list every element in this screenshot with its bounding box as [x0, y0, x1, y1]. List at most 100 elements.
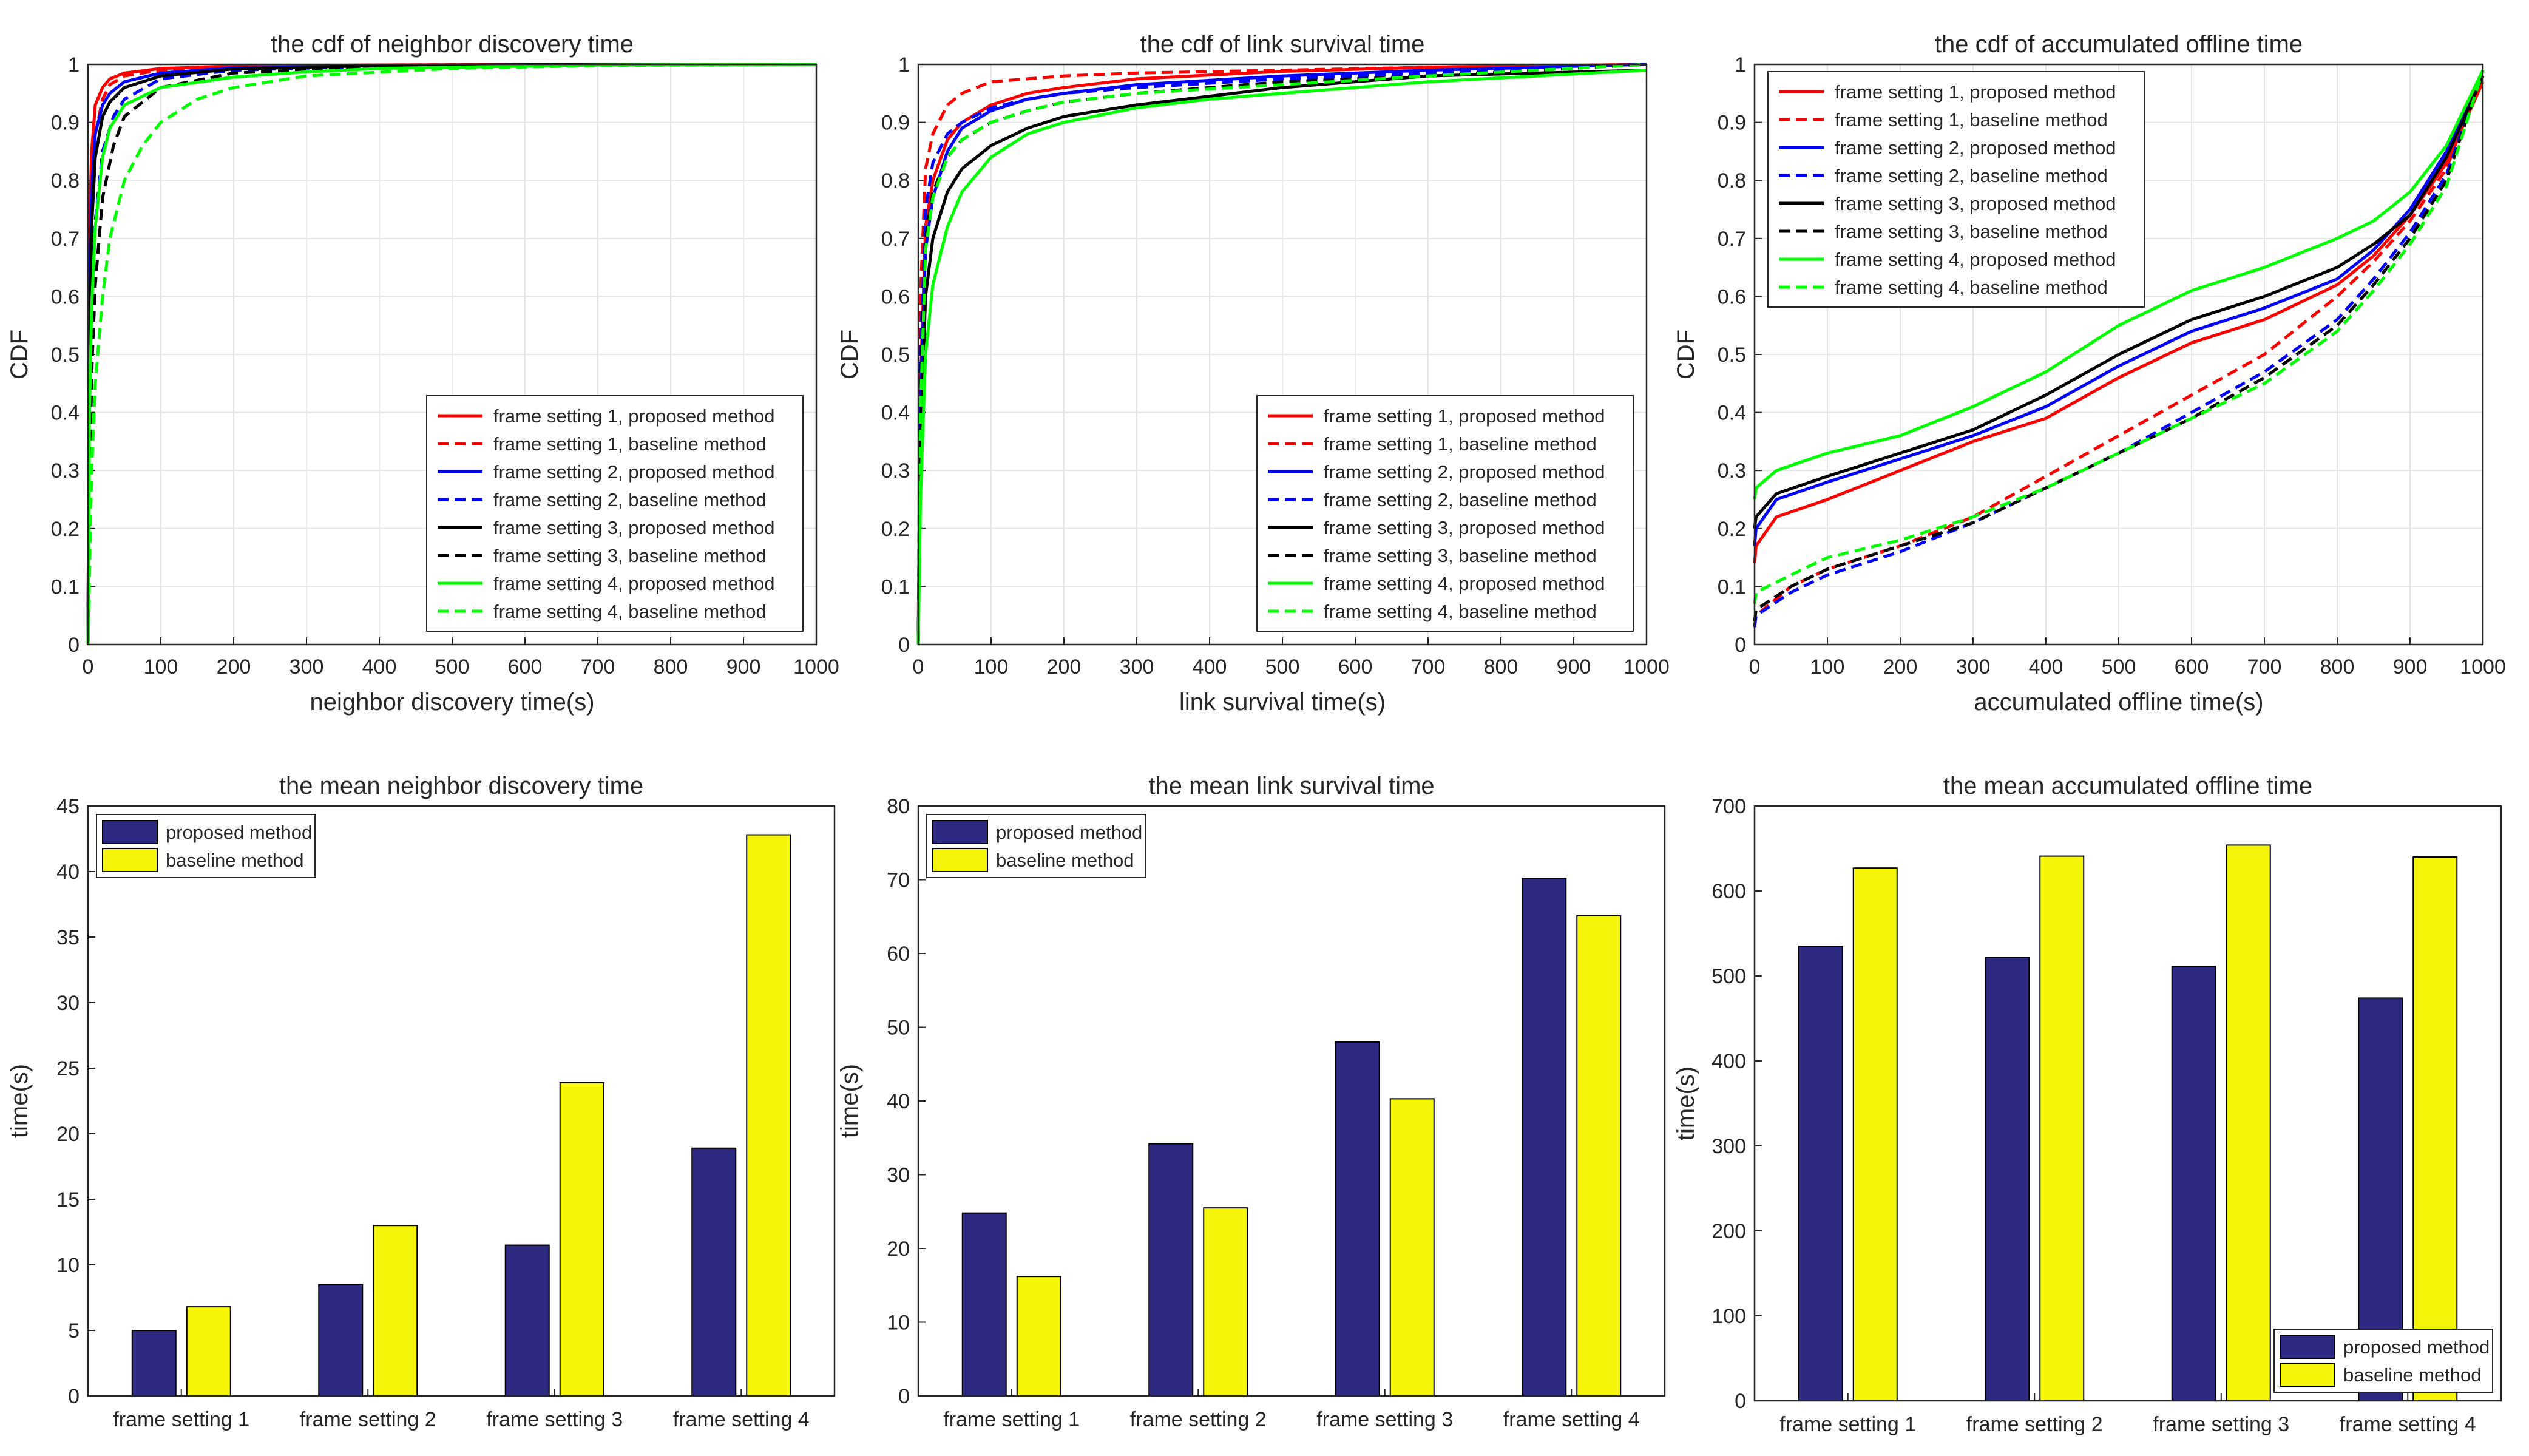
chart-panel-1: 0 100 200 300 400 500 600 700 800 900 1000 0 0.1 0.2 0… [6, 31, 839, 716]
chart-panel-2: 0 100 200 300 400 500 600 700 800 900 1000 0 0.1 0.2 0… [836, 31, 1670, 716]
x-tick-label: 600 [1338, 655, 1373, 679]
x-tick-label: 0 [83, 655, 94, 679]
x-tick-label: 900 [2393, 655, 2428, 679]
legend-label: baseline method [996, 850, 1134, 871]
legend-label: frame setting 3, baseline method [1324, 545, 1597, 566]
x-tick-label: 1000 [793, 655, 839, 679]
axes-frame [917, 63, 1648, 646]
x-tick-label: 500 [435, 655, 470, 679]
y-tick-label: 40 [887, 1090, 910, 1113]
legend-label: frame setting 1, proposed method [1324, 405, 1605, 427]
chart-panel-5: frame setting 1 frame setting 2 frame sett… [836, 773, 1666, 1431]
axes-frame [1753, 805, 2502, 1402]
legend-swatch-2 [932, 848, 988, 872]
y-tick-label: 500 [1711, 965, 1746, 988]
y-tick-label: 10 [56, 1254, 80, 1277]
y-axis-label: CDF [6, 330, 33, 379]
legend-label: frame setting 3, proposed method [493, 517, 775, 538]
x-tick-label: frame setting 3 [486, 1408, 623, 1431]
x-axis-label: accumulated offline time(s) [1974, 689, 2263, 716]
y-tick-label: 0.9 [51, 112, 80, 135]
legend-label: frame setting 4, proposed method [493, 573, 775, 594]
y-tick-label: 20 [56, 1123, 80, 1146]
y-tick-label: 80 [887, 795, 910, 818]
x-tick-label: frame setting 1 [1779, 1413, 1916, 1436]
legend-label: frame setting 2, proposed method [1324, 461, 1605, 483]
legend-box [1767, 71, 2145, 308]
y-axis-label: CDF [1673, 330, 1699, 379]
y-tick-label: 0.9 [881, 112, 910, 135]
x-tick-label: frame setting 2 [300, 1408, 436, 1431]
legend: proposed method baseline method [2273, 1329, 2493, 1393]
bar-baseline-4 [2412, 856, 2458, 1401]
x-tick-label: 700 [581, 655, 615, 679]
series-line-1 [1753, 81, 2485, 564]
y-tick-label: 0.6 [1718, 285, 1746, 308]
legend-label: frame setting 1, baseline method [1324, 433, 1597, 455]
series-line-8 [916, 63, 1647, 645]
legend-label: frame setting 3, baseline method [1835, 221, 2108, 242]
series-line-7 [916, 69, 1647, 645]
legend-label: frame setting 4, proposed method [1324, 573, 1605, 594]
legend-label: baseline method [166, 850, 304, 871]
series-line-3 [1753, 75, 2485, 546]
y-tick-label: 0.5 [1718, 344, 1746, 367]
bar-baseline-3 [1389, 1098, 1435, 1397]
x-tick-label: frame setting 4 [2340, 1413, 2476, 1436]
series-line-5 [1753, 75, 2485, 529]
y-tick-label: 200 [1711, 1220, 1746, 1243]
legend-label: frame setting 3, proposed method [1835, 193, 2116, 214]
y-tick-label: 0.8 [1718, 169, 1746, 192]
y-tick-label: 0.3 [1718, 459, 1746, 483]
legend: frame setting 1, proposed method frame se… [426, 395, 804, 632]
y-tick-label: 70 [887, 869, 910, 892]
x-tick-label: 1000 [1623, 655, 1670, 679]
y-tick-label: 0 [898, 634, 910, 657]
legend-swatch-1 [932, 820, 988, 844]
legend-label: frame setting 4, proposed method [1835, 249, 2116, 270]
x-tick-label: 100 [1810, 655, 1845, 679]
y-tick-label: 100 [1711, 1305, 1746, 1328]
x-tick-label: frame setting 3 [1316, 1408, 1453, 1431]
y-axis-label: time(s) [1673, 1066, 1699, 1140]
y-tick-label: 400 [1711, 1050, 1746, 1073]
x-axis-label: neighbor discovery time(s) [310, 689, 594, 716]
y-tick-label: 0.4 [1718, 402, 1746, 425]
x-tick-label: frame setting 2 [1130, 1408, 1267, 1431]
series-line-8 [86, 63, 817, 645]
y-tick-label: 0.6 [51, 285, 80, 308]
legend-label: frame setting 3, proposed method [1324, 517, 1605, 538]
x-tick-label: 400 [362, 655, 397, 679]
bar-proposed-2 [1148, 1143, 1194, 1397]
series-line-6 [86, 63, 816, 645]
x-tick-label: frame setting 4 [673, 1408, 810, 1431]
y-tick-label: 0.5 [51, 344, 80, 367]
chart-panel-6: frame setting 1 frame setting 2 frame sett… [1673, 773, 2502, 1436]
y-tick-label: 60 [887, 943, 910, 966]
y-axis-label: CDF [836, 330, 863, 379]
legend-label: baseline method [2343, 1364, 2482, 1386]
legend: proposed method baseline method [96, 814, 316, 878]
x-tick-label: 500 [1265, 655, 1300, 679]
y-tick-label: 0.7 [1718, 228, 1746, 251]
bar-baseline-1 [186, 1306, 231, 1397]
x-tick-label: 200 [217, 655, 251, 679]
bar-baseline-4 [746, 834, 791, 1397]
chart-title: the cdf of accumulated offline time [1935, 31, 2303, 58]
y-tick-label: 0.2 [1718, 518, 1746, 541]
series-line-2 [1753, 69, 2485, 628]
bar-baseline-2 [1203, 1207, 1248, 1397]
y-tick-label: 0 [68, 634, 80, 657]
bar-baseline-2 [2039, 855, 2085, 1401]
bar-proposed-2 [318, 1284, 364, 1397]
x-tick-label: 800 [1484, 655, 1518, 679]
y-tick-label: 0.1 [1718, 575, 1746, 598]
chart-title: the mean link survival time [1148, 773, 1434, 799]
bar-proposed-1 [1798, 946, 1843, 1401]
legend-label: frame setting 3, baseline method [493, 545, 767, 566]
x-axis-label: link survival time(s) [1179, 689, 1386, 716]
y-tick-label: 35 [56, 926, 80, 949]
legend-label: frame setting 2, baseline method [1835, 165, 2108, 186]
y-tick-label: 0.8 [881, 169, 910, 192]
y-tick-label: 30 [887, 1164, 910, 1187]
